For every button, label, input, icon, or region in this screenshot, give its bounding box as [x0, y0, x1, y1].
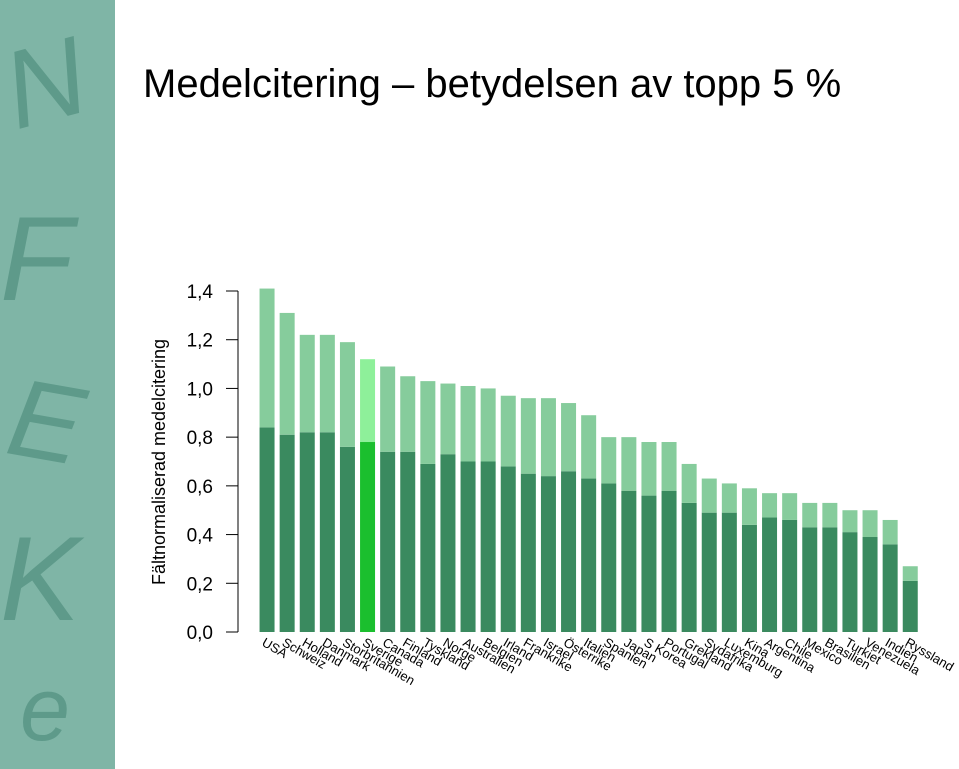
bar-segment [460, 385, 476, 462]
bar-segment [339, 342, 355, 447]
chart-title: Medelcitering – betydelsen av topp 5 % [143, 62, 841, 106]
bar-segment [762, 517, 778, 632]
bar-segment [661, 490, 677, 632]
bar-segment [721, 483, 737, 513]
bar-segment [701, 512, 717, 632]
bar-segment [862, 537, 878, 632]
bar-segment [480, 388, 496, 462]
bar-segment [721, 512, 737, 632]
bar-segment [460, 461, 476, 632]
bar-segment [561, 403, 577, 472]
y-tick-label: 0,0 [187, 623, 213, 644]
bar-segment [279, 434, 295, 632]
bar-segment [520, 473, 536, 632]
bar-segment [299, 432, 315, 632]
bar-segment [802, 527, 818, 632]
bar-segment [701, 478, 717, 513]
bar-segment [279, 312, 295, 435]
bar-segment [842, 532, 858, 632]
svg-text:K: K [0, 512, 85, 646]
bar-segment [782, 493, 798, 520]
bar-segment [540, 398, 556, 477]
y-tick-label: 0,2 [187, 574, 213, 595]
bar-segment [360, 359, 376, 443]
bar-segment [299, 334, 315, 433]
bar-segment [741, 488, 757, 525]
bar-segment [440, 383, 456, 455]
bar-segment [601, 483, 617, 632]
bar-segment [822, 502, 838, 528]
bar-segment [802, 502, 818, 528]
y-tick-label: 1,2 [187, 331, 213, 352]
bar-segment [259, 288, 275, 428]
bar-segment [360, 442, 376, 632]
y-axis-label: Fältnormaliserad medelcitering [149, 339, 169, 585]
bar-segment [842, 510, 858, 533]
bar-segment [520, 398, 536, 474]
y-tick-label: 0,4 [187, 526, 214, 547]
bar-segment [319, 432, 335, 632]
bar-segment [339, 446, 355, 632]
svg-text:e: e [20, 660, 70, 760]
bar-segment [641, 442, 657, 496]
bar-segment [581, 478, 597, 632]
bar-segment [380, 366, 396, 452]
bar-segment [400, 376, 416, 452]
bar-segment [319, 334, 335, 433]
bar-segment [681, 463, 697, 503]
bar-segment [480, 461, 496, 632]
y-tick-label: 1,4 [187, 282, 214, 303]
bar-segment [882, 544, 898, 632]
bar-segment [741, 524, 757, 632]
bar-segment [902, 566, 918, 581]
bar-segment [500, 466, 516, 632]
y-tick-label: 0,8 [187, 428, 213, 449]
bar-segment [601, 437, 617, 484]
bar-segment [540, 476, 556, 632]
y-tick-label: 1,0 [187, 379, 213, 400]
bar-segment [621, 437, 637, 491]
bar-segment [500, 395, 516, 467]
svg-text:F: F [0, 192, 79, 326]
bar-segment [681, 502, 697, 632]
bar-segment [862, 510, 878, 538]
bar-segment [902, 580, 918, 632]
y-tick-label: 0,6 [187, 477, 213, 498]
bar-segment [621, 490, 637, 632]
bar-segment [420, 463, 436, 632]
bar-segment [641, 495, 657, 632]
bar-segment [400, 451, 416, 632]
bar-segment [440, 454, 456, 632]
bar-segment [420, 381, 436, 464]
decoration: N F E K e [0, 0, 115, 769]
bar-segment [762, 493, 778, 518]
bar-segment [380, 451, 396, 632]
bar-segment [782, 519, 798, 632]
bar-segment [581, 415, 597, 479]
bar-segment [561, 471, 577, 632]
bar-segment [822, 527, 838, 632]
bar-segment [882, 519, 898, 545]
bar-segment [259, 427, 275, 632]
bar-segment [661, 442, 677, 491]
